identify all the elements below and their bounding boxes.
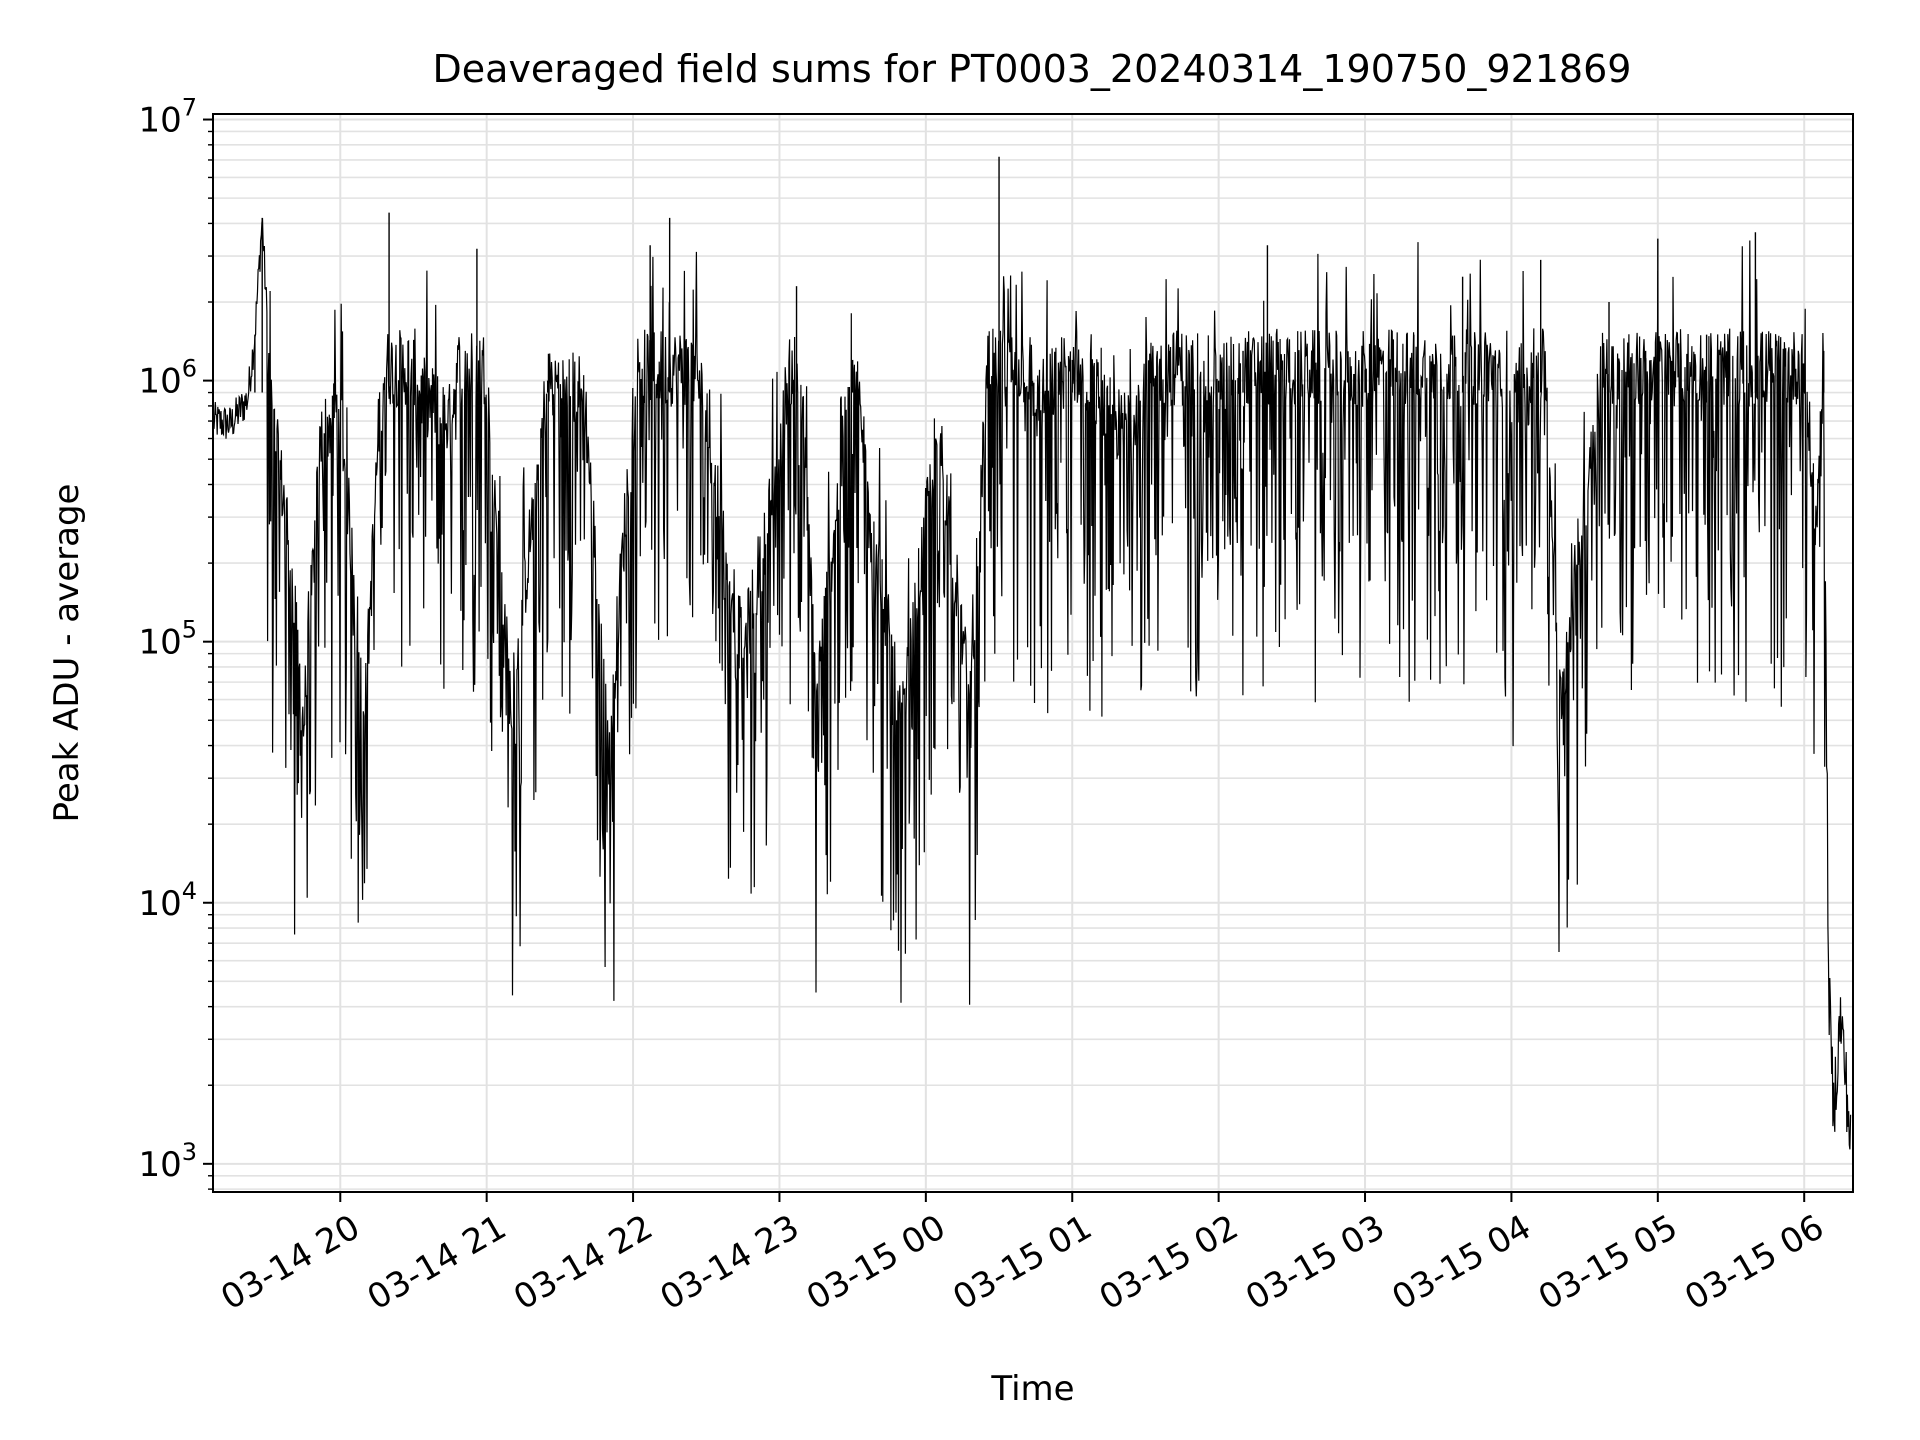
series-line [212, 218, 1852, 1150]
x-axis-label: Time [990, 1369, 1074, 1409]
y-tick-label-exponent: 5 [182, 616, 197, 644]
y-tick-label-exponent: 4 [182, 877, 197, 905]
y-tick-label-exponent: 3 [182, 1138, 197, 1166]
grid [213, 114, 1853, 1192]
y-axis-label: Peak ADU - average [47, 484, 87, 823]
chart-title: Deaveraged field sums for PT0003_2024031… [433, 47, 1632, 91]
y-tick-label-base: 10 [138, 884, 181, 924]
y-tick-label-exponent: 7 [182, 94, 197, 122]
y-tick-label: 103 [138, 1138, 197, 1185]
y-tick-label-base: 10 [138, 101, 181, 141]
y-tick-label: 104 [138, 877, 197, 924]
y-tick-label-base: 10 [138, 1145, 181, 1185]
y-tick-label: 106 [138, 355, 197, 402]
y-tick-label-base: 10 [138, 623, 181, 663]
y-tick-label-exponent: 6 [182, 355, 197, 383]
y-tick-label: 107 [138, 94, 197, 141]
series-layer [212, 156, 1852, 1150]
y-tick-label-base: 10 [138, 362, 181, 402]
y-tick-label: 105 [138, 616, 197, 663]
